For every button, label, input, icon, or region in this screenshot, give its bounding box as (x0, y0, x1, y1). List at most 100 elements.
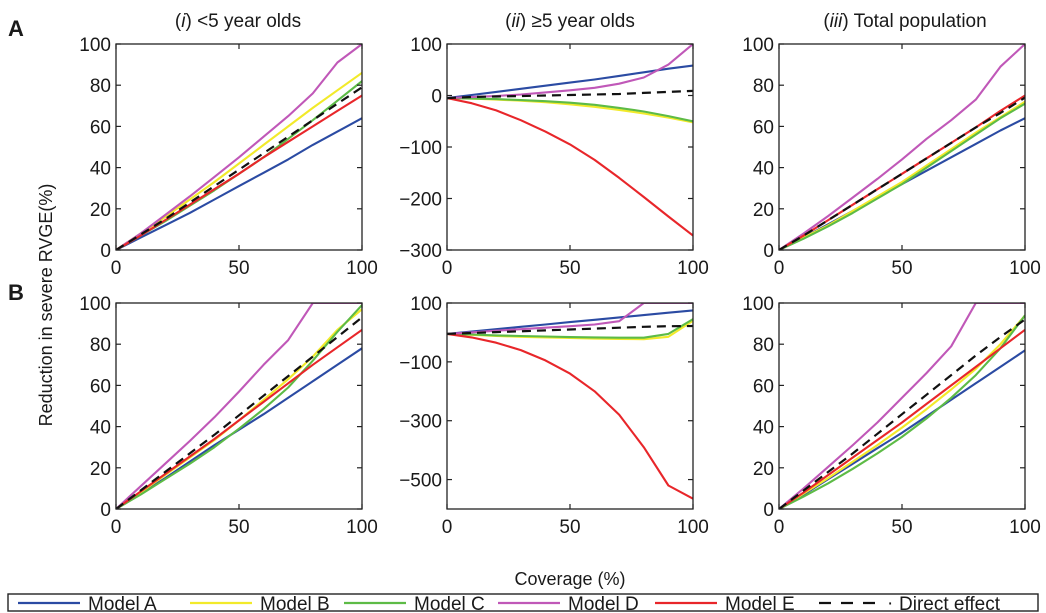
title-paren-close: ) (520, 11, 532, 32)
x-tick-label: 0 (442, 517, 453, 538)
legend-label: Model B (260, 594, 330, 613)
series-line-model-d (447, 303, 693, 335)
y-tick-label: 0 (100, 241, 111, 262)
title-paren-open: ( (823, 11, 830, 32)
legend-dot: · (887, 593, 893, 613)
plot-frame (115, 43, 363, 251)
series-line-model-a (447, 309, 693, 335)
series-line-direct-effect (447, 324, 693, 335)
plot-frame (446, 43, 694, 251)
x-tick-label: 0 (442, 258, 453, 279)
series-group (779, 303, 1025, 509)
y-axis-title: Reduction in severe RVGE(%) (36, 184, 56, 427)
y-tick-label: 60 (753, 376, 774, 397)
y-tick-label: 100 (79, 35, 111, 56)
x-tick-label: 100 (677, 517, 709, 538)
y-tick-label: 80 (753, 76, 774, 97)
y-tick-label: 20 (90, 200, 111, 221)
title-paren-open: ( (505, 11, 512, 32)
y-tick-label: 80 (90, 76, 111, 97)
series-line-model-c (779, 314, 1025, 509)
panel-a-iii: 0 50 100 0 20 40 60 80 100 (742, 35, 1041, 279)
y-tick-label: 60 (90, 376, 111, 397)
title-text: <5 year olds (197, 11, 301, 32)
series-line-model-c (447, 318, 693, 339)
y-tick-label: −300 (399, 412, 442, 433)
series-line-model-e (779, 328, 1025, 509)
plot-frame (778, 43, 1026, 251)
x-tick-label: 100 (1009, 517, 1041, 538)
y-tick-label: 0 (100, 500, 111, 521)
x-tick-label: 50 (559, 258, 580, 279)
y-tick-label: −100 (399, 353, 442, 374)
y-tick-label: 40 (90, 418, 111, 439)
panel-b-iii: 0 50 100 0 20 40 60 80 100 (742, 294, 1041, 538)
series-group (447, 44, 693, 237)
legend-item-model-c: Model C (344, 594, 485, 613)
title-text: Total population (854, 11, 987, 32)
y-tick-label: 80 (753, 335, 774, 356)
legend-label: Direct effect (899, 594, 1001, 613)
series-line-direct-effect (779, 96, 1025, 250)
series-line-model-c (116, 304, 362, 509)
legend-label: Model C (414, 594, 485, 613)
column-title-iii: (iii) Total population (823, 11, 986, 32)
y-tick-label: 100 (742, 294, 774, 315)
x-tick-label: 50 (891, 517, 912, 538)
series-group (447, 303, 693, 500)
title-paren-open: ( (175, 11, 182, 32)
panel-b-ii: 0 50 100 −500 −300 −100 100 (399, 294, 709, 538)
column-title-i: (i) <5 year olds (175, 11, 301, 32)
y-tick-label: 20 (753, 200, 774, 221)
title-text: ≥5 year olds (532, 11, 635, 32)
series-line-model-e (116, 94, 362, 250)
series-line-model-e (779, 94, 1025, 250)
series-line-model-e (116, 328, 362, 509)
legend-label: Model A (88, 594, 157, 613)
x-tick-label: 100 (677, 258, 709, 279)
y-tick-label: 20 (753, 459, 774, 480)
x-tick-label: 0 (111, 517, 122, 538)
legend: Model A Model B Model C Model D Model E · Dire… (7, 593, 1039, 613)
legend-item-model-a: Model A (18, 594, 157, 613)
y-tick-label: 80 (90, 335, 111, 356)
panel-a-i: 0 50 100 0 20 40 60 80 100 (79, 35, 378, 279)
x-tick-label: 0 (111, 258, 122, 279)
y-tick-label: −200 (399, 190, 442, 211)
y-tick-label: 100 (79, 294, 111, 315)
panel-b-i: 0 50 100 0 20 40 60 80 100 (79, 294, 378, 538)
series-line-model-d (116, 44, 362, 250)
y-tick-label: 0 (431, 87, 442, 108)
series-line-model-d (447, 44, 693, 100)
y-tick-label: 40 (753, 418, 774, 439)
series-line-model-b (116, 71, 362, 250)
x-tick-label: 100 (1009, 258, 1041, 279)
x-tick-label: 100 (346, 517, 378, 538)
series-line-model-d (779, 44, 1025, 250)
column-title-ii: (ii) ≥5 year olds (505, 11, 635, 32)
row-label-a: A (8, 16, 24, 41)
series-line-model-e (447, 332, 693, 500)
title-roman: ii (511, 11, 520, 32)
y-tick-label: 60 (753, 117, 774, 138)
y-tick-label: −500 (399, 471, 442, 492)
plot-frame (115, 302, 363, 510)
legend-label: Model D (568, 594, 639, 613)
series-line-model-e (447, 97, 693, 237)
x-tick-label: 50 (891, 258, 912, 279)
series-group (779, 44, 1025, 250)
y-tick-label: 20 (90, 459, 111, 480)
y-tick-label: 60 (90, 117, 111, 138)
series-line-model-d (116, 303, 362, 509)
x-tick-label: 0 (774, 258, 785, 279)
series-line-model-b (116, 308, 362, 509)
series-group (116, 303, 362, 509)
title-roman: i (181, 11, 186, 32)
series-line-model-c (447, 97, 693, 123)
x-tick-label: 100 (346, 258, 378, 279)
title-roman: iii (830, 11, 843, 32)
y-tick-label: 0 (763, 500, 774, 521)
series-line-model-a (447, 64, 693, 100)
